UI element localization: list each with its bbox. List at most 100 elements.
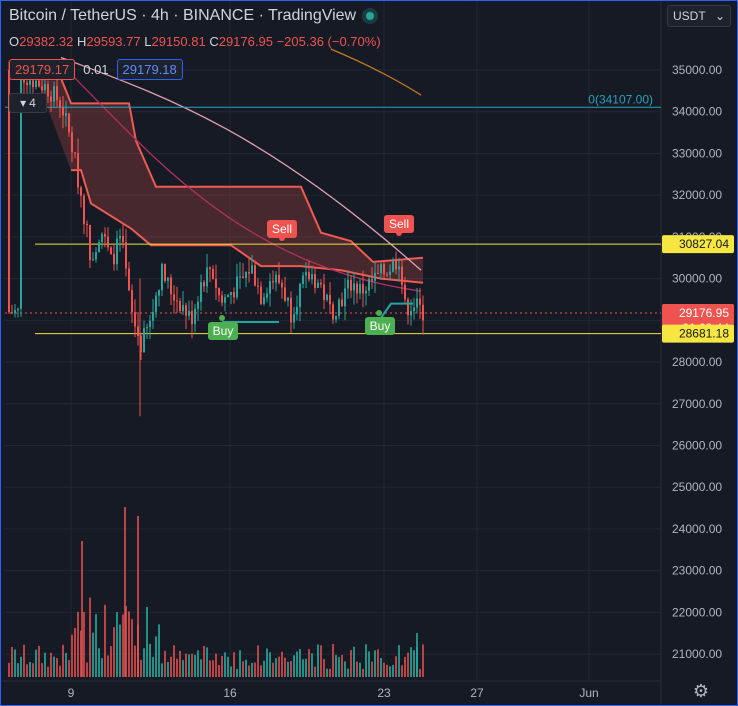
candle-body: [92, 259, 94, 261]
volume-bar: [152, 657, 154, 677]
candle-body: [65, 113, 67, 116]
candle-body: [119, 236, 121, 239]
high-value: 29593.77: [86, 34, 141, 49]
volume-bar: [98, 648, 100, 677]
candle-body: [80, 187, 82, 196]
volume-bar: [359, 662, 361, 677]
volume-bar: [38, 645, 40, 677]
fast-ma-line: [70, 73, 422, 292]
currency-select[interactable]: USDT ⌄: [667, 5, 731, 27]
candle-body: [53, 86, 55, 102]
candle-body: [122, 236, 124, 243]
last-price-tag-text: 29176.95: [679, 306, 729, 320]
volume-bar: [131, 619, 133, 677]
candle-body: [83, 195, 85, 224]
indicators-toggle-button[interactable]: ▾ 4: [9, 93, 47, 113]
x-tick-label: 16: [223, 686, 237, 700]
candle-body: [215, 278, 217, 289]
candle-body: [128, 268, 130, 291]
volume-bar: [254, 662, 256, 677]
volume-bar: [77, 611, 79, 677]
volume-bar: [110, 646, 112, 677]
candle-body: [377, 272, 379, 274]
volume-bar: [176, 658, 178, 677]
candle-body: [212, 268, 214, 279]
buy-price-button[interactable]: 29179.18: [116, 59, 183, 80]
volume-bar: [296, 651, 298, 677]
sell-marker: [279, 235, 285, 241]
candle-body: [77, 153, 79, 188]
volume-bar: [32, 663, 34, 677]
candle-body: [383, 264, 385, 275]
volume-bar: [128, 611, 130, 677]
candle-body: [314, 274, 316, 288]
volume-bar: [236, 668, 238, 677]
y-tick-label: 26000.00: [672, 438, 722, 452]
candle-body: [131, 290, 133, 313]
volume-bar: [317, 644, 319, 677]
volume-bar: [53, 656, 55, 677]
sell-price-button[interactable]: 29179.17: [9, 59, 76, 80]
candle-body: [344, 288, 346, 307]
candle-body: [71, 132, 73, 153]
candle-body: [197, 301, 199, 309]
candle-body: [146, 327, 148, 329]
candle-body: [287, 297, 289, 301]
quote-row: 29179.17 0.01 29179.18: [9, 59, 183, 80]
y-tick-label: 30000.00: [672, 272, 722, 286]
volume-bar: [212, 660, 214, 677]
volume-bar: [95, 614, 97, 677]
volume-bar: [422, 644, 424, 677]
candle-body: [224, 297, 226, 303]
candle-body: [248, 272, 250, 274]
volume-bar: [284, 657, 286, 677]
buy-signal-label: Buy: [213, 324, 234, 338]
candle-body: [242, 276, 244, 278]
volume-bar: [197, 650, 199, 677]
y-tick-label: 34000.00: [672, 105, 722, 119]
candle-body: [251, 265, 253, 274]
candle-body: [341, 299, 343, 307]
candle-body: [176, 300, 178, 302]
candle-body: [413, 307, 415, 312]
volume-bar: [113, 627, 115, 677]
volume-bar: [371, 661, 373, 677]
ohlc-legend: O29382.32 H29593.77 L29150.81 C29176.95 …: [9, 34, 381, 49]
y-tick-label: 25000.00: [672, 480, 722, 494]
x-tick-label: 9: [68, 686, 75, 700]
volume-bar: [401, 665, 403, 677]
volume-bar: [311, 653, 313, 677]
candle-body: [110, 247, 112, 254]
candle-body: [281, 282, 283, 288]
volume-bar: [188, 654, 190, 677]
volume-bar: [338, 657, 340, 677]
volume-bar: [44, 652, 46, 677]
currency-label: USDT: [673, 9, 706, 23]
candle-body: [257, 285, 259, 287]
candle-body: [152, 312, 154, 321]
symbol-header[interactable]: Bitcoin / TetherUS · 4h · BINANCE · Trad…: [9, 7, 375, 25]
candle-body: [182, 305, 184, 312]
y-tick-label: 24000.00: [672, 522, 722, 536]
candle-body: [161, 263, 163, 291]
candle-body: [200, 282, 202, 302]
volume-bar: [266, 648, 268, 677]
volume-bar: [161, 663, 163, 677]
candle-body: [317, 282, 319, 288]
y-tick-label: 32000.00: [672, 188, 722, 202]
volume-bar: [194, 654, 196, 677]
candle-body: [29, 80, 31, 86]
long-ma-line: [330, 48, 422, 96]
candle-body: [332, 304, 334, 320]
candle-body: [374, 272, 376, 281]
candle-body: [56, 86, 58, 101]
spread-value: 0.01: [83, 62, 109, 77]
volume-bar: [290, 661, 292, 677]
candle-body: [203, 282, 205, 287]
chevron-down-icon: ▾: [20, 96, 27, 110]
candle-body: [32, 80, 34, 88]
gear-icon[interactable]: ⚙: [692, 681, 709, 701]
volume-bar: [281, 651, 283, 677]
indicator-count: 4: [29, 96, 36, 110]
